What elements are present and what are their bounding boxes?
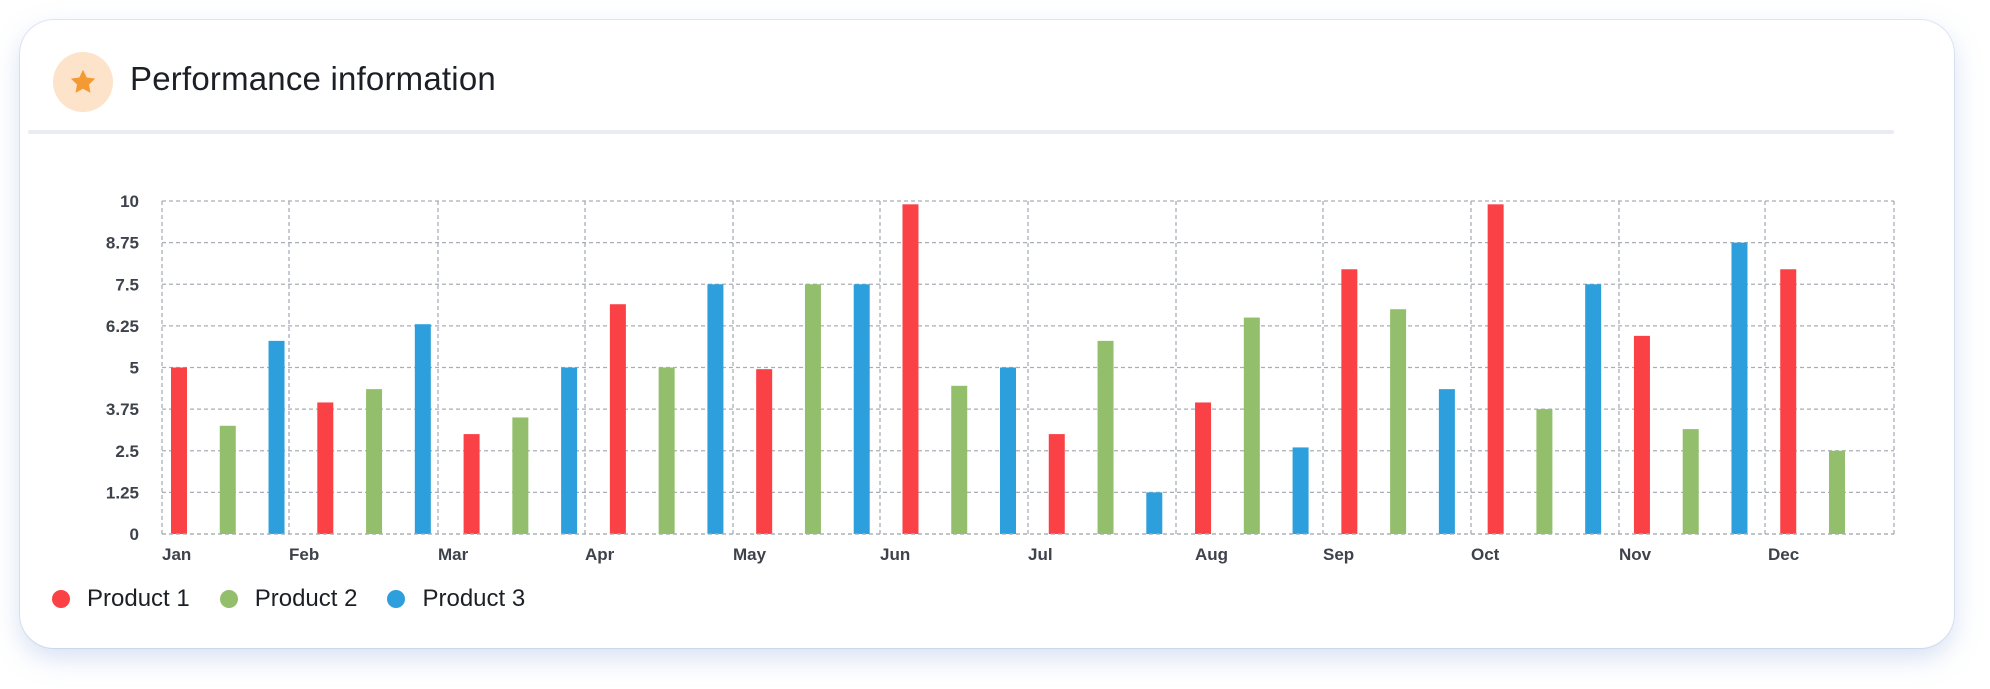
x-tick-label: Mar (438, 545, 469, 564)
bar-product-3 (414, 324, 431, 534)
bar-product-2 (219, 425, 236, 534)
legend-dot-product-3 (387, 590, 406, 608)
legend-label-product-3: Product 3 (422, 585, 526, 612)
bar-product-1 (1195, 402, 1212, 534)
bar-product-2 (1682, 429, 1699, 534)
bar-product-1 (463, 434, 480, 534)
legend-item-product-3[interactable]: Product 3 (387, 585, 525, 613)
x-tick-label: Nov (1619, 545, 1652, 564)
y-tick-label: 5 (130, 359, 139, 378)
bar-product-3 (561, 367, 578, 534)
bar-product-2 (512, 417, 529, 534)
x-tick-label: May (733, 545, 767, 564)
bar-product-2 (1097, 340, 1114, 534)
bar-product-2 (804, 284, 821, 534)
x-tick-label: Dec (1768, 545, 1799, 564)
bar-product-2 (1243, 317, 1260, 534)
x-tick-label: Oct (1471, 545, 1500, 564)
bar-product-1 (1780, 269, 1797, 534)
x-tick-label: Sep (1323, 545, 1354, 564)
bar-product-1 (609, 304, 626, 534)
performance-card: Performance information (20, 20, 1954, 648)
legend-label-product-2: Product 2 (254, 585, 358, 612)
y-tick-label: 7.5 (115, 275, 139, 294)
star-icon (70, 69, 96, 93)
bar-product-3 (1146, 492, 1163, 534)
bar-product-3 (1292, 447, 1309, 534)
bar-product-1 (1633, 335, 1650, 534)
x-tick-label: Jan (162, 545, 191, 564)
x-tick-label: Jul (1028, 545, 1053, 564)
x-tick-label: Feb (289, 545, 319, 564)
x-tick-label: Jun (880, 545, 910, 564)
bar-product-3 (853, 284, 870, 534)
x-tick-label: Apr (585, 545, 615, 564)
bar-product-3 (1000, 367, 1016, 534)
bar-product-1 (1341, 269, 1358, 534)
legend-label-product-1: Product 1 (87, 585, 190, 612)
star-badge (53, 52, 113, 112)
bar-product-1 (902, 204, 919, 534)
legend-dot-product-1 (52, 590, 70, 608)
bar-product-3 (707, 284, 724, 534)
bar-product-1 (317, 402, 334, 534)
bar-product-2 (366, 389, 383, 534)
y-tick-label: 6.25 (106, 317, 139, 336)
bar-product-1 (1048, 434, 1065, 534)
chart-legend: Product 1 Product 2 Product 3 (52, 585, 555, 613)
y-tick-label: 10 (120, 192, 139, 211)
bar-product-2 (1829, 450, 1845, 534)
legend-item-product-1[interactable]: Product 1 (52, 585, 190, 613)
x-tick-label: Aug (1195, 545, 1228, 564)
bar-product-2 (658, 367, 675, 534)
bar-product-2 (1536, 409, 1553, 534)
bar-product-1 (171, 367, 187, 534)
y-tick-label: 3.75 (106, 400, 139, 419)
bar-product-3 (1585, 284, 1602, 534)
header-divider (28, 130, 1894, 134)
bar-product-3 (1438, 389, 1455, 534)
y-tick-label: 8.75 (106, 234, 139, 253)
bar-product-2 (951, 385, 968, 534)
y-tick-label: 2.5 (115, 442, 139, 461)
bar-product-2 (1390, 309, 1407, 534)
card-header: Performance information (20, 20, 1954, 132)
bar-product-3 (1731, 242, 1748, 534)
y-tick-label: 0 (130, 525, 139, 544)
bar-product-3 (268, 340, 285, 534)
legend-item-product-2[interactable]: Product 2 (219, 585, 358, 613)
bar-product-1 (1487, 204, 1504, 534)
y-tick-label: 1.25 (106, 483, 139, 502)
bar-product-1 (756, 369, 773, 534)
card-title: Performance information (130, 60, 496, 97)
legend-dot-product-2 (219, 590, 238, 608)
